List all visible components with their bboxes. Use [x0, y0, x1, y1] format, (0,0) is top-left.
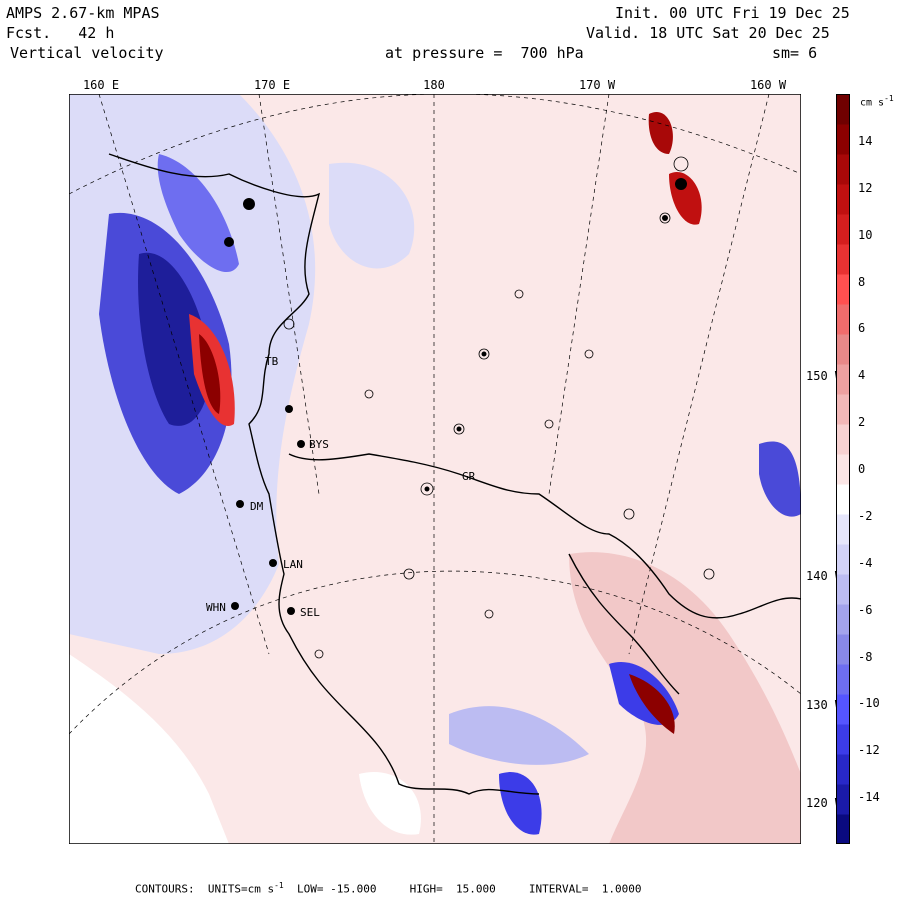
colorbar-swatch — [836, 604, 850, 635]
colorbar-outline — [836, 94, 850, 844]
colorbar-swatch — [836, 214, 850, 245]
colorbar-tick-label: -6 — [858, 602, 873, 617]
station-tb: TB — [265, 355, 279, 368]
colorbar-tick-label: -12 — [858, 743, 880, 758]
station-dot-sel — [287, 607, 295, 615]
forecast-hours: Fcst. 42 h — [6, 24, 114, 42]
blue-patch-east-edge — [759, 441, 801, 517]
colorbar-tick-label: -10 — [858, 696, 880, 711]
forecast-value: 42 h — [78, 24, 115, 42]
colorbar-tick-label: -4 — [858, 555, 873, 570]
colorbar-tick-label: 12 — [858, 180, 873, 195]
valid-time: Valid. 18 UTC Sat 20 Dec 25 — [586, 24, 830, 42]
station-dot-whn — [231, 602, 239, 610]
init-time: Init. 00 UTC Fri 19 Dec 25 — [615, 4, 850, 22]
colorbar-tick-label: 8 — [858, 274, 866, 289]
colorbar-swatch — [836, 574, 850, 605]
colorbar-swatch — [836, 724, 850, 755]
colorbar-swatch — [836, 364, 850, 395]
colorbar-swatch — [836, 784, 850, 815]
lon-label-160w: 160 W — [749, 78, 787, 92]
colorbar-swatch — [836, 664, 850, 695]
lon-label-180: 180 — [423, 78, 445, 92]
contour-dark-blobs — [224, 178, 687, 492]
colorbar-swatch — [836, 544, 850, 575]
colorbar-tick-label: 2 — [858, 415, 866, 430]
red-patch-north — [648, 112, 673, 154]
pressure-level: at pressure = 700 hPa — [385, 44, 584, 62]
colorbar-tick-label: -8 — [858, 649, 873, 664]
blue-band-south — [449, 706, 589, 765]
vertical-velocity-map — [69, 94, 801, 844]
colorbar-swatch — [836, 394, 850, 425]
colorbar-swatch — [836, 424, 850, 455]
lon-label-170w: 170 W — [578, 78, 616, 92]
contour-footer: CONTOURS: UNITS=cm s-1 LOW= -15.000 HIGH… — [135, 881, 642, 896]
station-bys: BYS — [309, 438, 329, 451]
blue-patch-northwest — [157, 154, 239, 273]
station-gr: GR — [462, 470, 476, 483]
lon-label-160e: 160 E — [82, 78, 120, 92]
colorbar-tick-label: 14 — [858, 133, 873, 148]
graticule — [69, 94, 801, 844]
colorbar-swatch — [836, 634, 850, 665]
colorbar-tick-label: 4 — [858, 368, 866, 383]
station-dm: DM — [250, 500, 264, 513]
blue-patch-south — [499, 772, 542, 835]
coastline-west — [108, 153, 540, 795]
colorbar-swatch — [836, 814, 850, 844]
forecast-label: Fcst. — [6, 24, 52, 42]
colorbar-tick-label: -2 — [858, 508, 873, 523]
colorbar-swatch — [836, 334, 850, 365]
colorbar-tick-label: -14 — [858, 790, 880, 805]
colorbar-units: cm s-1 — [860, 94, 894, 109]
colorbar-tick-label: 0 — [858, 462, 866, 476]
blue-patch-north — [329, 162, 415, 269]
station-dot-lan — [269, 559, 277, 567]
deep-blue-core-west — [138, 252, 210, 426]
colorbar-tick-label: 6 — [858, 321, 866, 336]
dark-red-core-east — [629, 674, 675, 734]
white-patch-south — [359, 772, 421, 835]
station-whn: WHN — [206, 601, 226, 614]
colorbar-swatch — [836, 244, 850, 275]
colorbar-swatch — [836, 514, 850, 545]
colorbar-swatch — [836, 184, 850, 215]
colorbar-tick-label: 10 — [858, 227, 873, 242]
colorbar-swatch — [836, 454, 850, 485]
colorbar — [836, 94, 850, 844]
field-name: Vertical velocity — [10, 44, 164, 62]
pressure-label: at pressure = — [385, 44, 503, 62]
colorbar-swatch — [836, 94, 850, 125]
coastline-east — [568, 553, 680, 695]
station-lan: LAN — [283, 558, 303, 571]
lon-label-170e: 170 E — [253, 78, 291, 92]
no-data-region — [69, 654, 229, 844]
colorbar-swatch — [836, 694, 850, 725]
station-dot-dm — [236, 500, 244, 508]
lat-label-140w: 140 W — [806, 569, 843, 583]
colorbar-swatch — [836, 484, 850, 515]
station-sel: SEL — [300, 606, 320, 619]
ice-shelf-front — [288, 453, 801, 619]
smoothing: sm= 6 — [772, 44, 818, 62]
colorbar-swatch — [836, 754, 850, 785]
model-title: AMPS 2.67-km MPAS — [6, 4, 160, 22]
dark-red-streak-west — [199, 334, 221, 414]
colorbar-swatch — [836, 154, 850, 185]
pressure-value: 700 hPa — [520, 44, 584, 62]
colorbar-swatch — [836, 274, 850, 305]
colorbar-swatch — [836, 124, 850, 155]
colorbar-swatch — [836, 304, 850, 335]
contour-cells — [283, 156, 715, 659]
east-pink-region — [569, 552, 801, 844]
station-dot-bys — [297, 440, 305, 448]
